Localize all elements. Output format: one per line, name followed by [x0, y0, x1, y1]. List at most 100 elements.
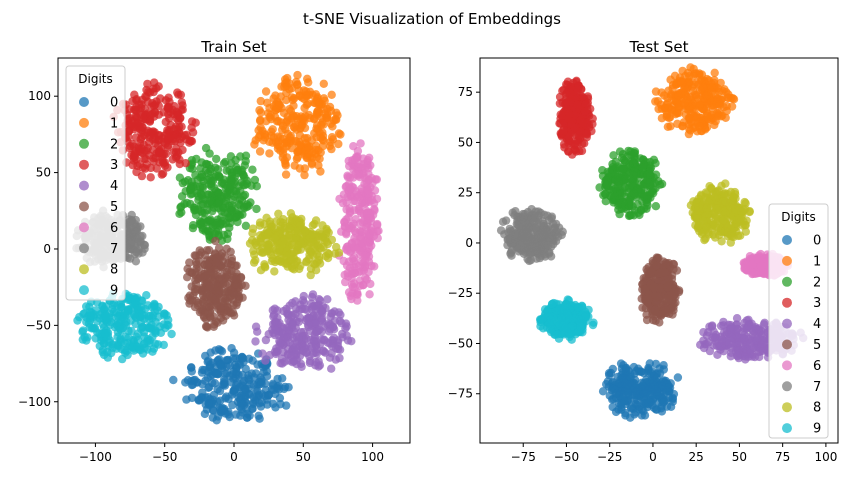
point-digit-1 [668, 84, 676, 92]
point-digit-1 [273, 141, 281, 149]
point-digit-1 [713, 109, 721, 117]
point-digit-8 [719, 216, 727, 224]
point-digit-3 [155, 102, 163, 110]
point-digit-1 [703, 112, 711, 120]
point-digit-9 [112, 345, 120, 353]
point-digit-4 [275, 319, 283, 327]
point-digit-9 [79, 326, 87, 334]
point-digit-1 [301, 134, 309, 142]
point-digit-3 [192, 119, 200, 127]
point-digit-1 [293, 153, 301, 161]
y-tick-label: 0 [43, 242, 51, 256]
point-digit-0 [619, 375, 627, 383]
cluster-digit-0 [599, 359, 682, 422]
point-digit-8 [265, 244, 273, 252]
cluster-digit-5 [638, 253, 684, 326]
point-digit-1 [327, 120, 335, 128]
point-digit-1 [303, 153, 311, 161]
point-digit-3 [581, 107, 589, 115]
point-digit-7 [542, 242, 550, 250]
point-digit-3 [583, 130, 591, 138]
point-digit-1 [710, 76, 718, 84]
point-digit-4 [251, 337, 259, 345]
point-digit-0 [188, 394, 196, 402]
point-digit-1 [695, 122, 703, 130]
point-digit-4 [311, 331, 319, 339]
point-digit-9 [104, 353, 112, 361]
point-digit-0 [646, 359, 654, 367]
point-digit-1 [657, 88, 665, 96]
point-digit-6 [355, 262, 363, 270]
point-digit-8 [287, 255, 295, 263]
point-digit-9 [148, 348, 156, 356]
point-digit-4 [287, 330, 295, 338]
point-digit-1 [328, 91, 336, 99]
point-digit-7 [539, 222, 547, 230]
point-digit-5 [656, 269, 664, 277]
point-digit-7 [547, 252, 555, 260]
point-digit-4 [300, 344, 308, 352]
point-digit-3 [149, 88, 157, 96]
point-digit-4 [253, 328, 261, 336]
point-digit-4 [310, 302, 318, 310]
cluster-digit-5 [183, 237, 250, 332]
point-digit-3 [150, 78, 158, 86]
point-digit-4 [742, 352, 750, 360]
figure-title: t-SNE Visualization of Embeddings [303, 10, 561, 28]
point-digit-4 [300, 292, 308, 300]
point-digit-8 [257, 239, 265, 247]
point-digit-2 [252, 205, 260, 213]
point-digit-6 [373, 175, 381, 183]
point-digit-2 [626, 147, 634, 155]
point-digit-9 [164, 321, 172, 329]
point-digit-2 [199, 226, 207, 234]
point-digit-3 [579, 119, 587, 127]
point-digit-6 [366, 280, 374, 288]
point-digit-5 [655, 318, 663, 326]
point-digit-1 [686, 115, 694, 123]
point-digit-9 [120, 314, 128, 322]
point-digit-6 [351, 197, 359, 205]
point-digit-6 [754, 255, 762, 263]
point-digit-3 [155, 111, 163, 119]
point-digit-0 [209, 413, 217, 421]
point-digit-8 [709, 230, 717, 238]
point-digit-6 [346, 185, 354, 193]
point-digit-3 [584, 99, 592, 107]
point-digit-4 [699, 336, 707, 344]
point-digit-1 [269, 94, 277, 102]
point-digit-0 [663, 387, 671, 395]
point-digit-3 [168, 137, 176, 145]
point-digit-9 [151, 340, 159, 348]
point-digit-8 [260, 260, 268, 268]
point-digit-4 [720, 328, 728, 336]
legend-label-4: 4 [110, 179, 118, 194]
point-digit-5 [235, 295, 243, 303]
point-digit-4 [337, 319, 345, 327]
point-digit-5 [202, 271, 210, 279]
x-tick-label: 100 [361, 450, 384, 464]
legend-label-7: 7 [110, 242, 118, 257]
point-digit-2 [212, 155, 220, 163]
point-digit-7 [547, 214, 555, 222]
point-digit-2 [206, 167, 214, 175]
point-digit-5 [662, 295, 670, 303]
point-digit-2 [231, 156, 239, 164]
point-digit-2 [612, 158, 620, 166]
point-digit-3 [575, 147, 583, 155]
point-digit-9 [134, 329, 142, 337]
point-digit-5 [206, 282, 214, 290]
point-digit-9 [89, 324, 97, 332]
point-digit-0 [209, 359, 217, 367]
point-digit-0 [233, 379, 241, 387]
point-digit-9 [154, 313, 162, 321]
legend-marker-6 [79, 222, 89, 232]
point-digit-4 [706, 347, 714, 355]
point-digit-0 [201, 377, 209, 385]
point-digit-5 [661, 306, 669, 314]
point-digit-3 [559, 126, 567, 134]
point-digit-5 [183, 265, 191, 273]
point-digit-6 [350, 220, 358, 228]
